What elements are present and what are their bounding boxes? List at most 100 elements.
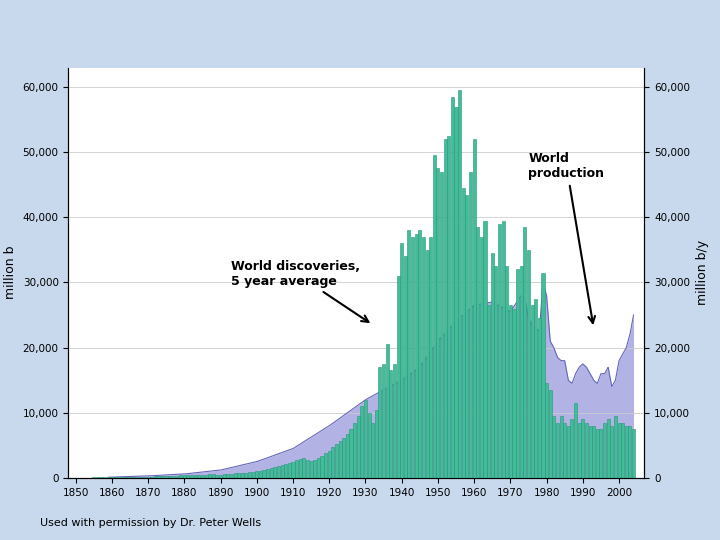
Bar — [226, 474, 230, 478]
Bar — [585, 422, 588, 478]
Bar — [577, 422, 581, 478]
Bar — [295, 460, 298, 478]
Bar — [110, 477, 114, 478]
Bar — [158, 476, 161, 478]
Bar — [222, 474, 225, 478]
Bar — [621, 422, 624, 478]
Bar — [618, 422, 621, 478]
Bar — [454, 106, 458, 478]
Bar — [595, 429, 599, 478]
Bar — [186, 475, 189, 478]
Bar — [513, 308, 516, 478]
Bar — [194, 475, 197, 478]
Bar — [436, 168, 439, 478]
Bar — [208, 474, 211, 478]
Bar — [356, 416, 360, 478]
Bar — [607, 419, 610, 478]
Bar — [372, 422, 374, 478]
Text: Used with permission by Dr. Peter Wells: Used with permission by Dr. Peter Wells — [40, 518, 261, 529]
Bar — [440, 172, 443, 478]
Bar — [128, 477, 132, 478]
Bar — [614, 416, 617, 478]
Bar — [328, 450, 330, 478]
Bar — [393, 364, 396, 478]
Bar — [139, 477, 143, 478]
Bar — [567, 426, 570, 478]
Bar — [346, 434, 349, 478]
Bar — [472, 139, 476, 478]
Bar — [559, 416, 562, 478]
Bar — [545, 383, 548, 478]
Bar — [324, 453, 327, 478]
Bar — [625, 426, 628, 478]
Y-axis label: million b: million b — [4, 246, 17, 300]
Bar — [255, 471, 258, 478]
Bar — [288, 463, 291, 478]
Bar — [465, 194, 469, 478]
Bar — [103, 477, 106, 478]
Bar — [201, 475, 204, 478]
Bar — [367, 413, 371, 478]
Bar — [487, 305, 490, 478]
Bar — [599, 429, 603, 478]
Bar — [523, 227, 526, 478]
Bar — [183, 475, 186, 478]
Bar — [556, 422, 559, 478]
Bar — [292, 462, 294, 478]
Bar — [581, 419, 585, 478]
Bar — [168, 476, 171, 478]
Bar — [509, 305, 512, 478]
Bar — [629, 426, 631, 478]
Bar — [154, 476, 157, 478]
Bar — [611, 426, 613, 478]
Bar — [274, 468, 276, 478]
Bar — [520, 266, 523, 478]
Bar — [331, 447, 334, 478]
Bar — [150, 477, 153, 478]
Bar — [302, 458, 305, 478]
Bar — [531, 305, 534, 478]
Bar — [219, 475, 222, 478]
Bar — [353, 422, 356, 478]
Bar — [476, 227, 480, 478]
Bar — [92, 477, 95, 478]
Bar — [313, 460, 316, 478]
Bar — [342, 437, 346, 478]
Bar — [161, 476, 164, 478]
Bar — [429, 237, 432, 478]
Bar — [422, 237, 425, 478]
Bar — [147, 477, 150, 478]
Bar — [451, 97, 454, 478]
Bar — [390, 370, 392, 478]
Bar — [480, 237, 483, 478]
Text: World
production: World production — [528, 152, 605, 323]
Bar — [310, 461, 312, 478]
Y-axis label: million b/y: million b/y — [696, 240, 708, 305]
Bar — [263, 470, 266, 478]
Bar — [335, 444, 338, 478]
Bar — [240, 472, 244, 478]
Bar — [603, 422, 606, 478]
Bar — [233, 474, 237, 478]
Bar — [563, 422, 566, 478]
Bar — [317, 458, 320, 478]
Text: World discoveries,
5 year average: World discoveries, 5 year average — [231, 260, 369, 322]
Bar — [306, 460, 309, 478]
Bar — [632, 429, 635, 478]
Bar — [135, 477, 139, 478]
Bar — [379, 367, 382, 478]
Bar — [574, 403, 577, 478]
Bar — [458, 90, 462, 478]
Bar — [375, 409, 378, 478]
Bar — [237, 474, 240, 478]
Bar — [143, 477, 146, 478]
Bar — [541, 273, 544, 478]
Bar — [444, 139, 446, 478]
Bar — [527, 250, 530, 478]
Bar — [498, 224, 501, 478]
Bar — [107, 477, 109, 478]
Bar — [281, 465, 284, 478]
Bar — [408, 231, 410, 478]
Bar — [248, 472, 251, 478]
Bar — [277, 466, 280, 478]
